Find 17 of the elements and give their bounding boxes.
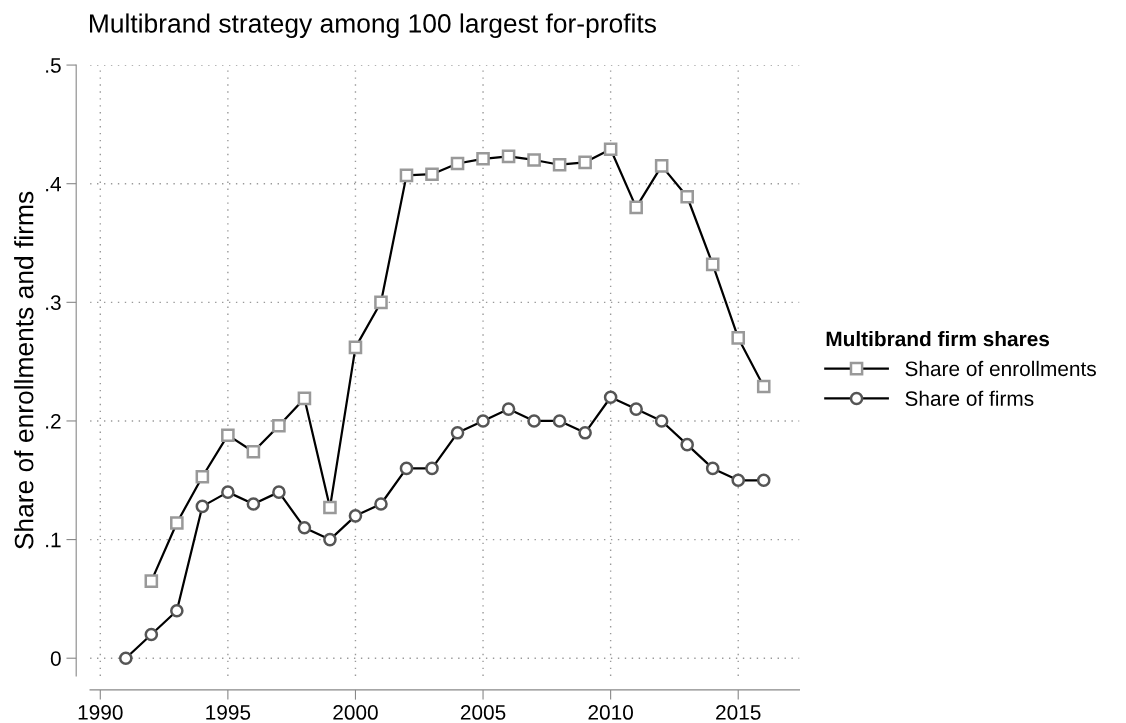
y-tick-label: .4 [46, 176, 61, 192]
x-tick-label: 2015 [716, 705, 761, 720]
y-tick-label: .3 [46, 295, 61, 311]
y-axis-title: Share of enrollments and firms [14, 191, 34, 549]
x-tick-label: 2000 [333, 705, 378, 720]
legend-title: Multibrand firm shares [826, 330, 1050, 347]
x-tick-label: 2005 [460, 705, 506, 720]
x-tick-label: 2010 [588, 705, 633, 720]
y-tick-label: .5 [46, 58, 61, 73]
y-tick-label: .1 [46, 532, 61, 548]
legend-label: Share of enrollments [905, 360, 1096, 377]
legend-label: Share of firms [905, 390, 1034, 406]
y-tick-label: 0 [50, 651, 61, 666]
y-tick-label: .2 [46, 413, 61, 429]
x-tick-label: 1990 [78, 705, 123, 720]
chart-title: Multibrand strategy among 100 largest for-profits [89, 13, 656, 39]
x-tick-label: 1995 [206, 705, 251, 720]
